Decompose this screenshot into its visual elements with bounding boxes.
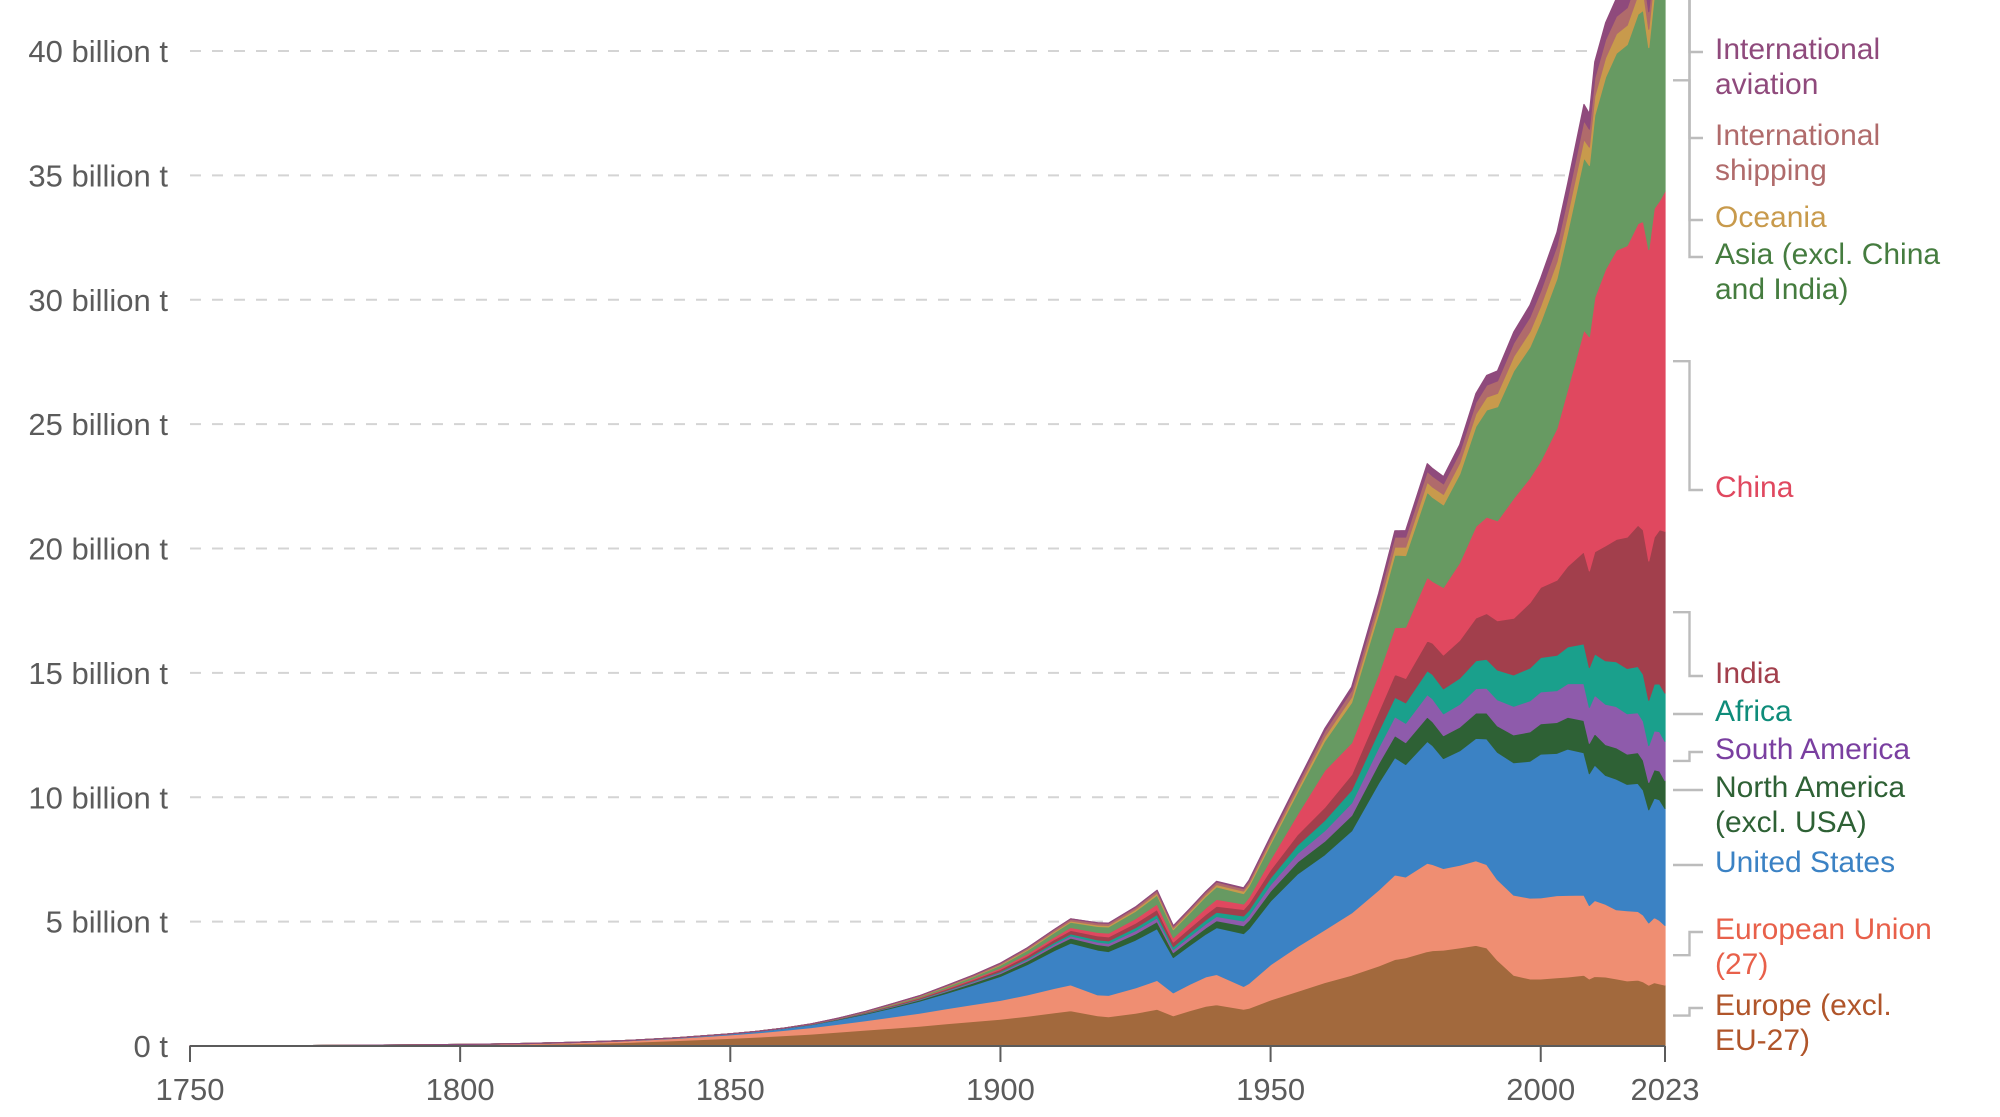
y-tick-label: 40 billion t [28, 34, 168, 69]
legend-item[interactable]: China [1715, 470, 1793, 505]
legend-item[interactable]: United States [1715, 845, 1895, 880]
x-tick-labels-group: 1750 1800 1850 1900 1950 2000 2023 [156, 1072, 1700, 1107]
legend-item[interactable]: North America (excl. USA) [1715, 770, 1905, 840]
legend-connector [1673, 79, 1703, 259]
y-tick-label: 30 billion t [28, 283, 168, 318]
gridlines-group [190, 50, 1665, 923]
x-tick-label: 1850 [696, 1072, 765, 1107]
y-tick-label: 35 billion t [28, 158, 168, 193]
legend-item[interactable]: Asia (excl. China and India) [1715, 237, 1940, 307]
x-tick-label: 1800 [426, 1072, 495, 1107]
y-tick-label: 0 t [134, 1029, 169, 1064]
legend-item[interactable]: International shipping [1715, 118, 1880, 188]
x-tick-label: 2000 [1506, 1072, 1575, 1107]
legend-item-label: India [1715, 657, 1781, 690]
legend-item[interactable]: Oceania [1715, 200, 1827, 235]
legend-item-label: European Union (27) [1715, 913, 1932, 981]
legend-item-label: Oceania [1715, 201, 1827, 234]
legend-item[interactable]: India [1715, 656, 1780, 691]
axes-group [189, 1045, 1666, 1062]
y-tick-label: 15 billion t [28, 656, 168, 691]
legend-connector [1673, 1006, 1703, 1017]
legend-item-label: International aviation [1715, 33, 1881, 101]
legend-connector [1688, 0, 1703, 222]
x-tick-label: 1750 [156, 1072, 225, 1107]
legend-item-label: China [1715, 471, 1794, 504]
x-tick-label: 1950 [1236, 1072, 1305, 1107]
x-tick-label: 1900 [966, 1072, 1035, 1107]
legend-connector [1673, 610, 1703, 678]
x-tick-label: 2023 [1631, 1072, 1700, 1107]
legend-item[interactable]: Africa [1715, 694, 1792, 729]
legend-item[interactable]: European Union (27) [1715, 912, 1932, 982]
legend-item[interactable]: South America [1715, 732, 1910, 767]
legend-connector [1673, 750, 1703, 763]
area-series-group [189, 0, 1666, 1047]
legend-item-label: United States [1715, 846, 1896, 879]
y-tick-label: 5 billion t [46, 905, 169, 940]
legend-item-label: International shipping [1715, 119, 1881, 187]
y-tick-label: 10 billion t [28, 780, 168, 815]
y-tick-label: 20 billion t [28, 532, 168, 567]
area-series[interactable] [189, 0, 1665, 1047]
y-tick-label: 25 billion t [28, 407, 168, 442]
legend-connector [1688, 0, 1703, 140]
legend-item-label: South America [1715, 733, 1911, 766]
legend-connector [1688, 0, 1703, 54]
legend-item-label: Asia (excl. China and India) [1715, 238, 1941, 306]
legend-item-label: Europe (excl. EU-27) [1715, 989, 1892, 1057]
y-tick-labels-group: 0 t 5 billion t 10 billion t 15 billion t 20… [28, 34, 168, 1064]
legend-connector [1673, 930, 1703, 957]
legend-item[interactable]: International aviation [1715, 32, 1880, 102]
legend-item-label: North America (excl. USA) [1715, 771, 1906, 839]
legend-item-label: Africa [1715, 695, 1792, 728]
legend-connectors-group [1673, 0, 1703, 1017]
legend-item[interactable]: Europe (excl. EU-27) [1715, 988, 1892, 1058]
legend-connector [1673, 359, 1703, 492]
